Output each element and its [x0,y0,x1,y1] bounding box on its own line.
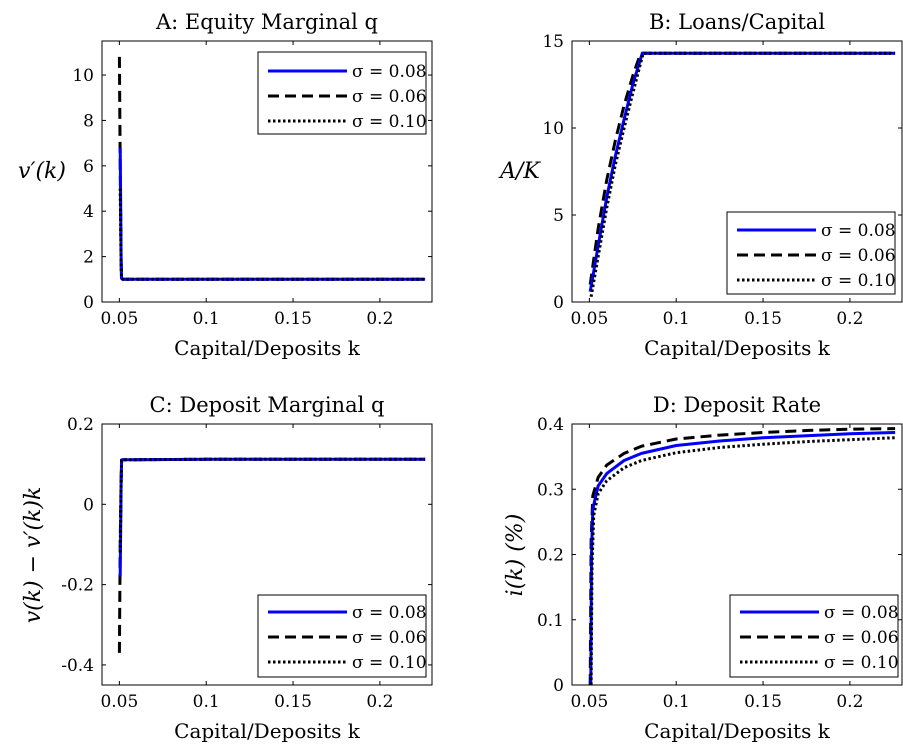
panel-a-ytick-label: 0 [83,293,94,313]
panel-d-ytick-label: 0.1 [537,611,564,631]
panel-d: D: Deposit Rate Capital/Deposits k i(k) … [503,393,903,743]
panel-b-title: B: Loans/Capital [649,10,825,34]
panel-c-ylabel: v(k) − v′(k)k [21,487,46,624]
panel-a-series-2-line [118,188,426,281]
panel-b-ytick-label: 0 [553,293,564,313]
panel-d-plot-area [588,427,896,686]
panel-d-xtick-label: 0.05 [570,692,608,712]
panel-c-ytick-label: 0.2 [67,415,94,435]
panel-d-legend-label-2: σ = 0.10 [824,653,899,673]
panel-a-title: A: Equity Marginal q [155,10,378,34]
panel-b-xlabel: Capital/Deposits k [644,336,831,360]
panel-a-ytick-label: 10 [72,66,94,86]
panel-a-xtick-label: 0.1 [193,309,220,329]
panel-b-legend: σ = 0.08 σ = 0.06 σ = 0.10 [726,211,896,295]
panel-a-xtick-label: 0.15 [274,309,312,329]
panel-d-series-1-line [588,427,896,686]
panel-a-legend-label-1: σ = 0.06 [352,87,427,107]
panel-a-xtick-label: 0.05 [100,309,138,329]
panel-c-xtick-label: 0.2 [366,692,393,712]
panel-d-ytick-label: 0 [553,676,564,696]
panel-a: A: Equity Marginal q Capital/Deposits k … [18,10,433,360]
panel-b-legend-label-2: σ = 0.10 [821,271,896,291]
panel-c-plot-area [117,457,426,653]
panel-a-ylabel: v′(k) [18,159,66,184]
panel-c-legend-label-0: σ = 0.08 [352,603,427,623]
panel-a-legend-label-2: σ = 0.10 [352,112,427,132]
panel-c: C: Deposit Marginal q Capital/Deposits k… [21,393,433,743]
panel-c-xtick-label: 0.15 [274,692,312,712]
panel-c-ytick-label: -0.4 [61,656,94,676]
panel-b-xtick-label: 0.15 [744,309,782,329]
panel-d-series-0-line [589,431,896,686]
panel-a-plot-area [117,56,426,281]
panel-a-xtick-label: 0.2 [366,309,393,329]
panel-c-xlabel: Capital/Deposits k [174,719,361,743]
panel-b-xticks: 0.05 0.1 0.15 0.2 [570,41,863,329]
panel-b-series-1-line [588,51,896,285]
panel-a-legend-label-0: σ = 0.08 [352,62,427,82]
panel-c-legend-label-2: σ = 0.10 [352,653,427,673]
panel-a-legend-box [257,51,427,135]
panel-b-ytick-label: 5 [553,206,564,226]
panel-a-ytick-label: 8 [83,111,94,131]
panel-b-legend-label-0: σ = 0.08 [821,221,896,241]
panel-a-legend: σ = 0.08 σ = 0.06 σ = 0.10 [257,51,427,135]
panel-b-yticks: 0 5 10 15 [542,32,902,313]
panel-d-xlabel: Capital/Deposits k [644,719,831,743]
panel-b-ytick-label: 10 [542,119,564,139]
panel-b-xtick-label: 0.2 [836,309,863,329]
panel-c-xtick-label: 0.05 [100,692,138,712]
panel-c-yticks: -0.4 -0.2 0 0.2 [61,415,432,676]
panel-a-ytick-label: 4 [83,202,94,222]
panel-d-ytick-label: 0.2 [537,546,564,566]
panel-d-legend: σ = 0.08 σ = 0.06 σ = 0.10 [729,594,899,678]
panel-a-xlabel: Capital/Deposits k [174,336,361,360]
panel-d-ytick-label: 0.3 [537,480,564,500]
panel-c-xticks: 0.05 0.1 0.15 0.2 [100,424,393,712]
panel-b-xtick-label: 0.1 [663,309,690,329]
panel-b-series-0-line [588,51,896,292]
panel-c-legend-label-1: σ = 0.06 [352,628,427,648]
panel-c-title: C: Deposit Marginal q [150,393,385,417]
panel-c-xtick-label: 0.1 [193,692,220,712]
panel-b: B: Loans/Capital Capital/Deposits k A/K … [498,10,903,360]
panel-d-yticks: 0 0.1 0.2 0.3 0.4 [537,415,902,696]
panel-b-plot-area [588,51,896,298]
panel-b-xtick-label: 0.05 [570,309,608,329]
panel-b-legend-label-1: σ = 0.06 [821,246,896,266]
panel-c-series-2-line [118,457,426,553]
panel-a-ytick-label: 2 [83,248,94,268]
panel-a-yticks: 0 2 4 6 8 10 [72,66,432,313]
panel-d-title: D: Deposit Rate [653,393,821,417]
panel-d-ytick-label: 0.4 [537,415,564,435]
panel-d-xtick-label: 0.1 [663,692,690,712]
panel-d-legend-label-0: σ = 0.08 [824,603,899,623]
panel-c-legend: σ = 0.08 σ = 0.06 σ = 0.10 [257,594,427,678]
panel-d-legend-label-1: σ = 0.06 [824,628,899,648]
panel-c-ytick-label: -0.2 [61,576,94,596]
panel-a-xticks: 0.05 0.1 0.15 0.2 [100,41,393,329]
panel-d-xticks: 0.05 0.1 0.15 0.2 [570,424,863,712]
panel-b-legend-box [726,211,896,295]
panel-b-ytick-label: 15 [542,32,564,52]
panel-a-ytick-label: 6 [83,157,94,177]
panel-b-ylabel: A/K [498,159,541,184]
panel-d-xtick-label: 0.2 [836,692,863,712]
panel-d-ylabel: i(k) (%) [503,514,528,597]
panel-d-xtick-label: 0.15 [744,692,782,712]
panel-c-ytick-label: 0 [83,495,94,515]
